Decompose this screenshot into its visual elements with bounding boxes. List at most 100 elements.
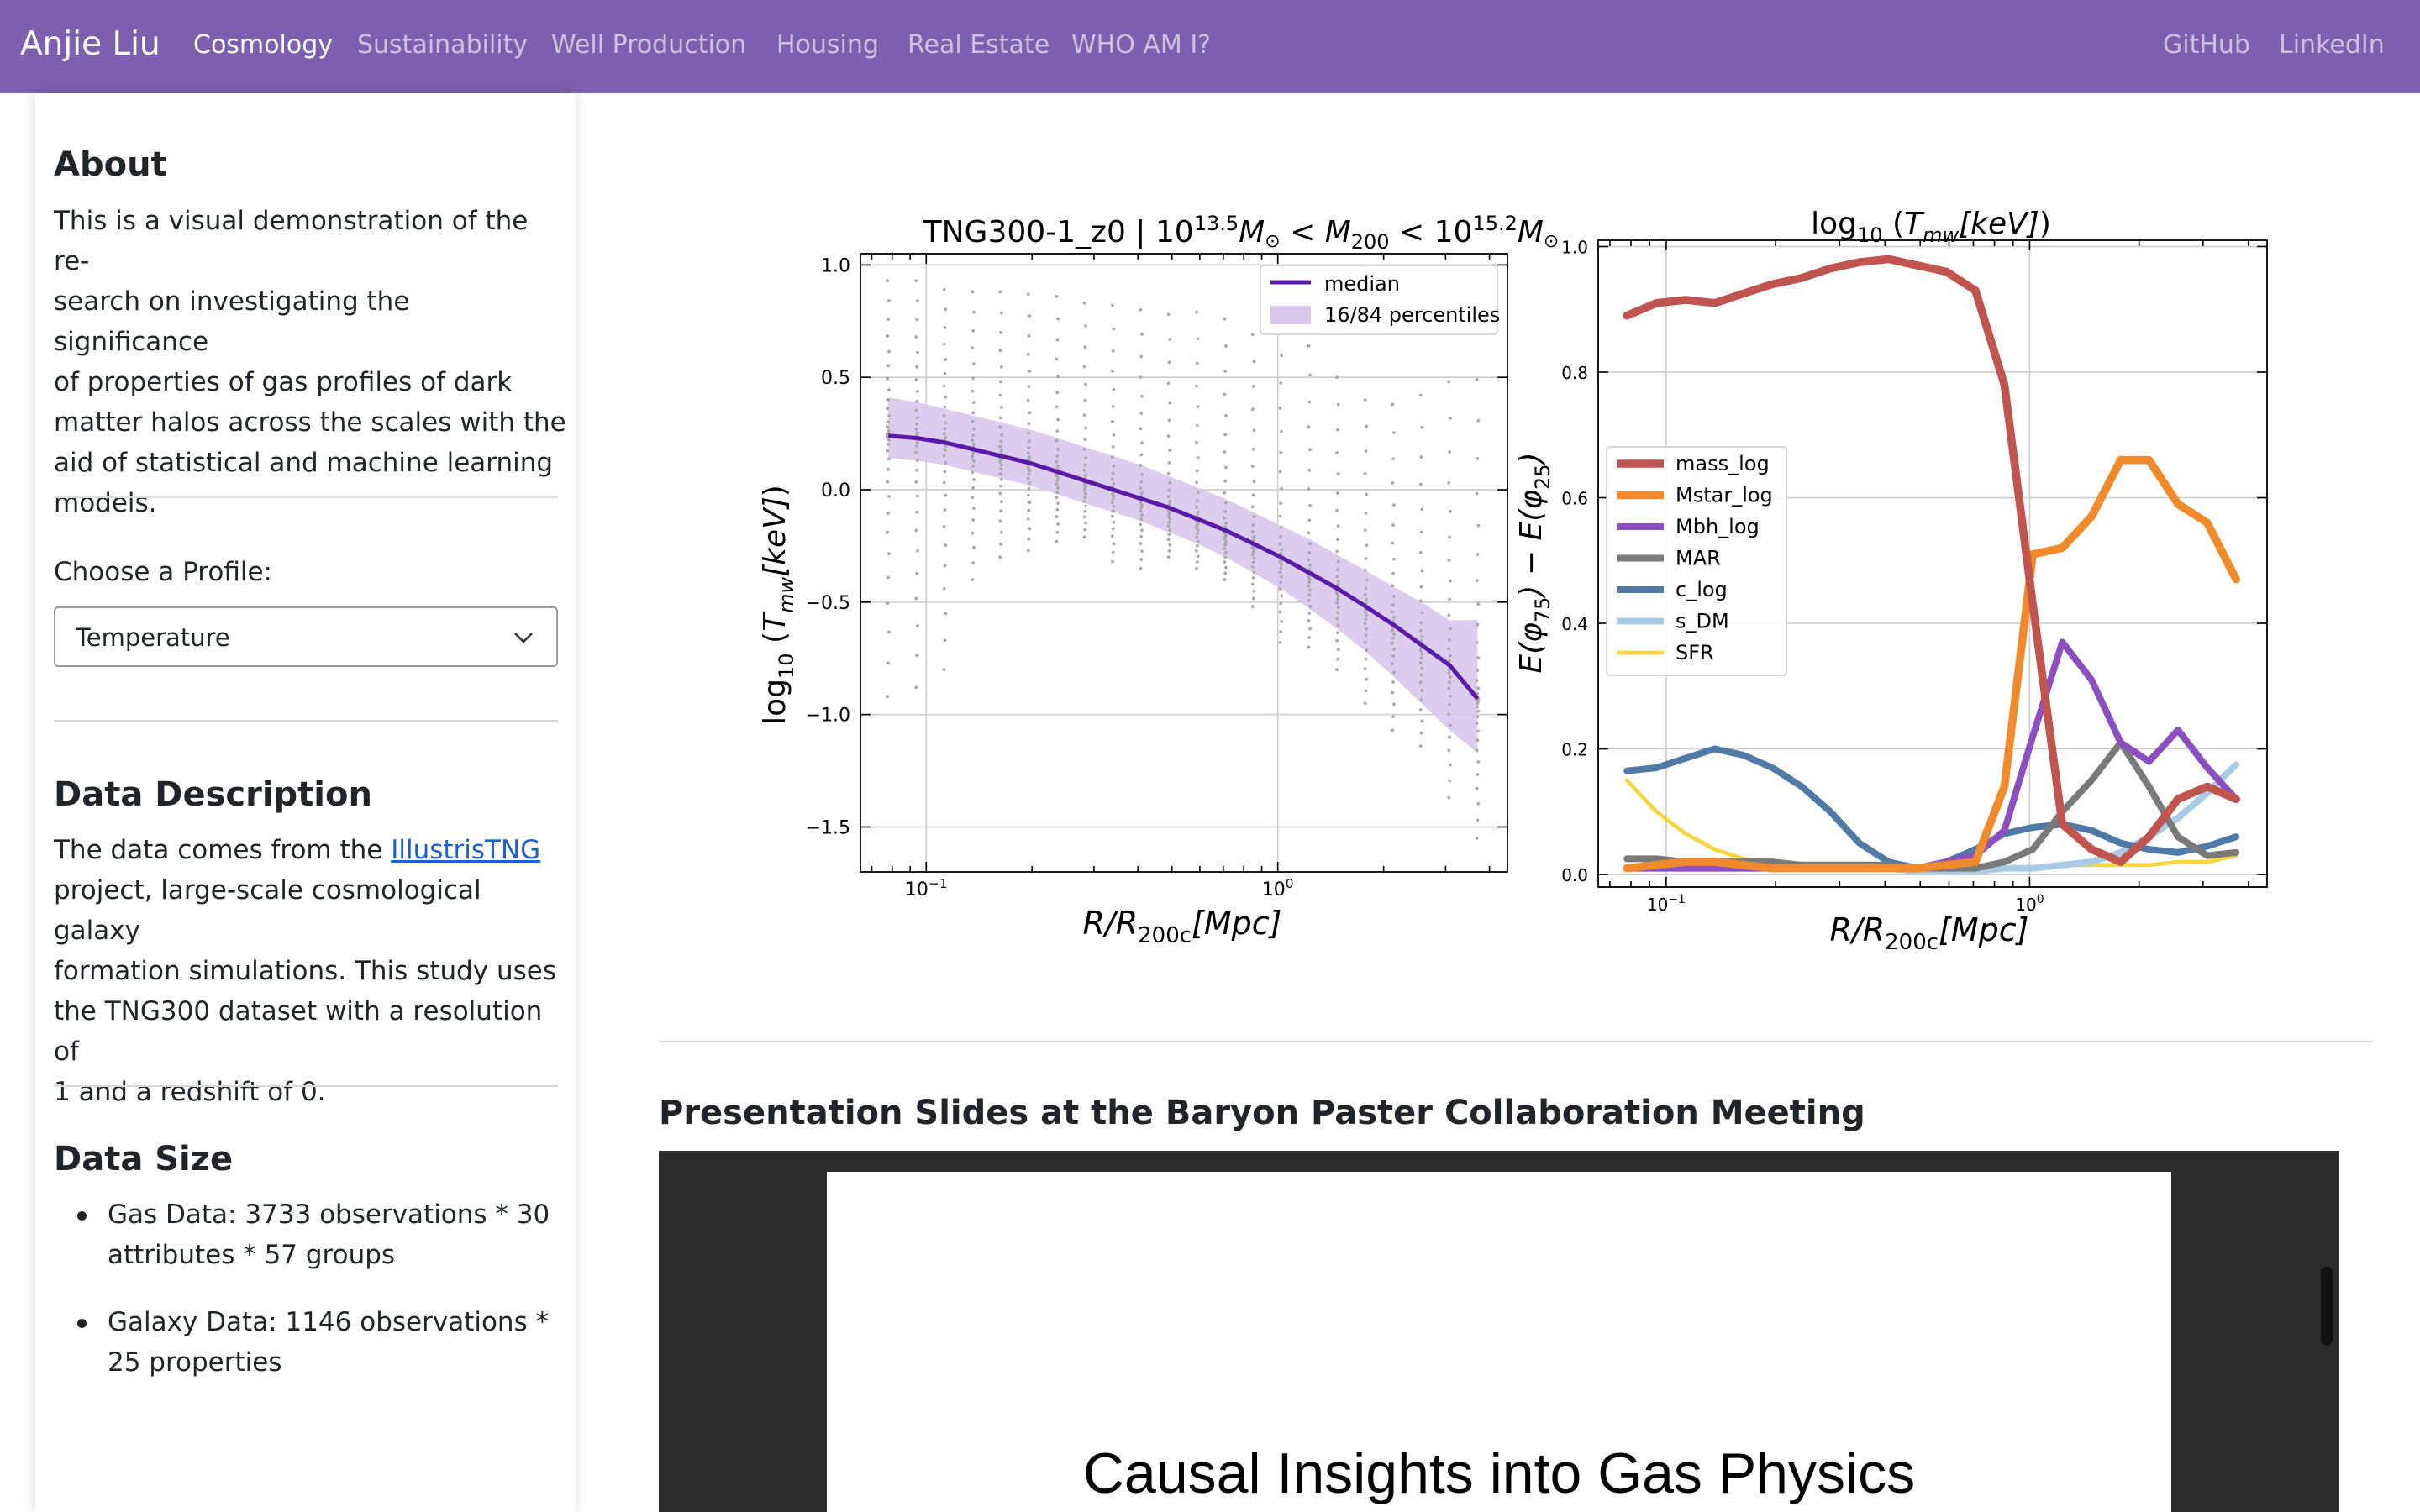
data-point	[886, 575, 891, 580]
data-point	[1335, 451, 1339, 454]
data-point	[1476, 553, 1480, 557]
data-point	[1278, 470, 1282, 474]
data-point	[1195, 361, 1199, 365]
data-point	[1251, 385, 1255, 388]
data-point	[1307, 558, 1311, 562]
data-point	[1055, 482, 1059, 486]
data-point	[1166, 434, 1171, 438]
data-point	[1364, 557, 1368, 560]
data-point	[1195, 560, 1199, 564]
data-point	[971, 464, 976, 468]
data-point	[1392, 680, 1395, 684]
viewer-scrollbar[interactable]	[2321, 1267, 2333, 1346]
data-point	[1419, 530, 1423, 534]
data-point	[1112, 387, 1116, 391]
data-point	[915, 571, 918, 575]
data-point	[1166, 471, 1171, 475]
data-point	[1307, 593, 1312, 597]
data-point	[1252, 360, 1256, 364]
data-point	[999, 433, 1003, 437]
data-point	[1082, 535, 1086, 539]
data-point	[1364, 657, 1368, 661]
brand-logo[interactable]: Anjie Liu	[20, 25, 160, 63]
data-point	[1026, 398, 1030, 402]
data-point	[1336, 611, 1339, 615]
data-point	[1083, 496, 1087, 500]
data-point	[915, 440, 919, 444]
data-point	[1392, 523, 1395, 527]
data-point	[1252, 515, 1256, 519]
series-line-Mbh_log	[1623, 638, 2240, 872]
data-point	[1448, 638, 1452, 642]
data-point	[1392, 616, 1396, 619]
data-point	[1250, 505, 1255, 509]
data-point	[1139, 506, 1144, 510]
data-point	[1476, 523, 1481, 528]
data-point	[1196, 455, 1200, 459]
nav-item-cosmology[interactable]: Cosmology	[193, 30, 333, 60]
nav-item-github[interactable]: GitHub	[2163, 30, 2250, 60]
data-point	[1112, 481, 1116, 486]
data-point	[1026, 352, 1030, 356]
profile-select[interactable]: Temperature	[54, 606, 558, 667]
data-point	[1420, 425, 1424, 429]
data-point	[914, 408, 918, 412]
data-point	[1223, 479, 1228, 483]
nav-item-housing[interactable]: Housing	[776, 30, 879, 60]
y-tick-label: 0.8	[1561, 363, 1588, 383]
feature-importance-chart: log10 (Tmw[keV]) 10−1 100 0.0 0.2 0.4 0.6 0.8 1…	[1514, 207, 2268, 955]
data-point	[942, 524, 946, 528]
data-point	[1447, 647, 1451, 651]
data-point	[1056, 501, 1060, 506]
nav-item-sustainability[interactable]: Sustainability	[357, 30, 529, 60]
nav-item-linkedin[interactable]: LinkedIn	[2279, 30, 2385, 60]
data-point	[1447, 795, 1451, 800]
data-point	[942, 668, 946, 672]
data-point	[1449, 654, 1452, 658]
data-point	[1139, 464, 1143, 467]
temperature-profile-chart: TNG300-1_z0 | 1013.5M⊙ < M200 < 1015.2M⊙…	[758, 212, 1559, 948]
data-point	[943, 564, 947, 568]
data-point	[1252, 589, 1256, 593]
data-size-list: Gas Data: 3733 observations * 30 attribu…	[54, 1194, 566, 1410]
divider	[54, 496, 558, 498]
data-point	[1026, 292, 1030, 297]
data-point	[1223, 543, 1228, 547]
nav-item-well-production[interactable]: Well Production	[551, 30, 747, 60]
data-point	[1391, 481, 1395, 485]
data-point	[886, 512, 891, 515]
data-point	[1476, 602, 1481, 606]
about-heading: About	[54, 145, 167, 184]
data-point	[887, 414, 891, 417]
data-point	[1166, 524, 1171, 528]
illustristng-link[interactable]: IllustrisTNG	[391, 835, 541, 865]
data-point	[1308, 448, 1313, 452]
data-point	[1280, 575, 1283, 579]
nav-item-real-estate[interactable]: Real Estate	[908, 30, 1050, 60]
data-point	[1195, 480, 1198, 485]
data-point	[944, 461, 948, 465]
data-point	[971, 419, 975, 423]
data-point	[1448, 735, 1452, 739]
data-point	[1250, 605, 1255, 609]
nav-item-who-am-i[interactable]: WHO AM I?	[1071, 30, 1212, 60]
data-point	[1027, 537, 1031, 541]
data-point	[915, 444, 918, 449]
data-point	[944, 493, 948, 497]
data-point	[1476, 457, 1480, 460]
chart-title: TNG300-1_z0 | 1013.5M⊙ < M200 < 1015.2M⊙	[923, 212, 1560, 254]
data-point	[1139, 522, 1143, 527]
data-point	[1418, 708, 1423, 712]
data-point	[1336, 428, 1339, 432]
data-point	[1056, 486, 1060, 490]
data-point	[1082, 301, 1086, 305]
about-text: This is a visual demonstration of the re…	[54, 201, 566, 523]
data-point	[1278, 641, 1282, 644]
slides-viewer[interactable]: Causal Insights into Gas Physics	[659, 1151, 2339, 1512]
data-point	[1252, 480, 1256, 484]
data-point	[1168, 480, 1172, 485]
data-point	[1449, 763, 1452, 767]
choose-profile-label: Choose a Profile:	[54, 557, 272, 587]
data-point	[1139, 354, 1144, 359]
data-point	[1418, 680, 1423, 685]
